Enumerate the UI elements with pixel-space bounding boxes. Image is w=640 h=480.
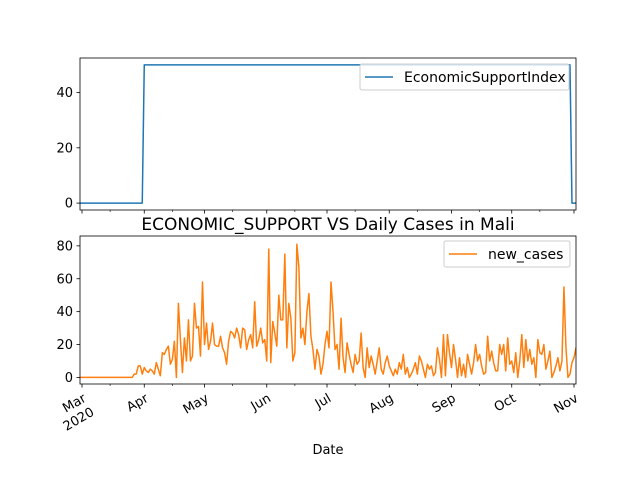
y-tick-label: 0 [65, 197, 73, 212]
legend-bottom: new_cases [443, 240, 571, 268]
y-tick-label: 40 [56, 305, 73, 320]
y-tick-label: 80 [56, 239, 73, 254]
x-tick-label: Oct [492, 391, 519, 415]
economic-support-plot: 0 20 40 EconomicSupportIndex [56, 57, 577, 214]
y-tick-label: 20 [56, 141, 73, 156]
plot-frame-bottom [79, 235, 577, 385]
x-tick-label: May [181, 391, 212, 418]
x-tick-label: Jul [312, 391, 334, 412]
y-tick-label: 0 [65, 371, 73, 386]
series-line-economicsupportindex [80, 64, 576, 204]
legend-top: EconomicSupportIndex [359, 63, 570, 91]
x-tick-label: Apr [124, 391, 152, 416]
x-tick-label: Aug [367, 391, 396, 417]
legend-label-new-cases: new_cases [488, 247, 563, 263]
x-axis-label: Date [312, 443, 343, 458]
y-tick-label: 40 [56, 86, 73, 101]
y-tick-label: 60 [56, 272, 73, 287]
series-line-new-cases [80, 243, 576, 379]
x-tick-label: Sep [430, 391, 459, 416]
plot-frame-top [79, 57, 577, 211]
x-tick-label: Nov [552, 391, 582, 417]
chart-title: ECONOMIC_SUPPORT VS Daily Cases in Mali [141, 215, 514, 235]
x-tick-label: Jun [248, 391, 274, 415]
legend-label-economic-support: EconomicSupportIndex [404, 70, 566, 86]
y-tick-label: 20 [56, 338, 73, 353]
daily-cases-plot: ECONOMIC_SUPPORT VS Daily Cases in Mali … [56, 215, 582, 458]
